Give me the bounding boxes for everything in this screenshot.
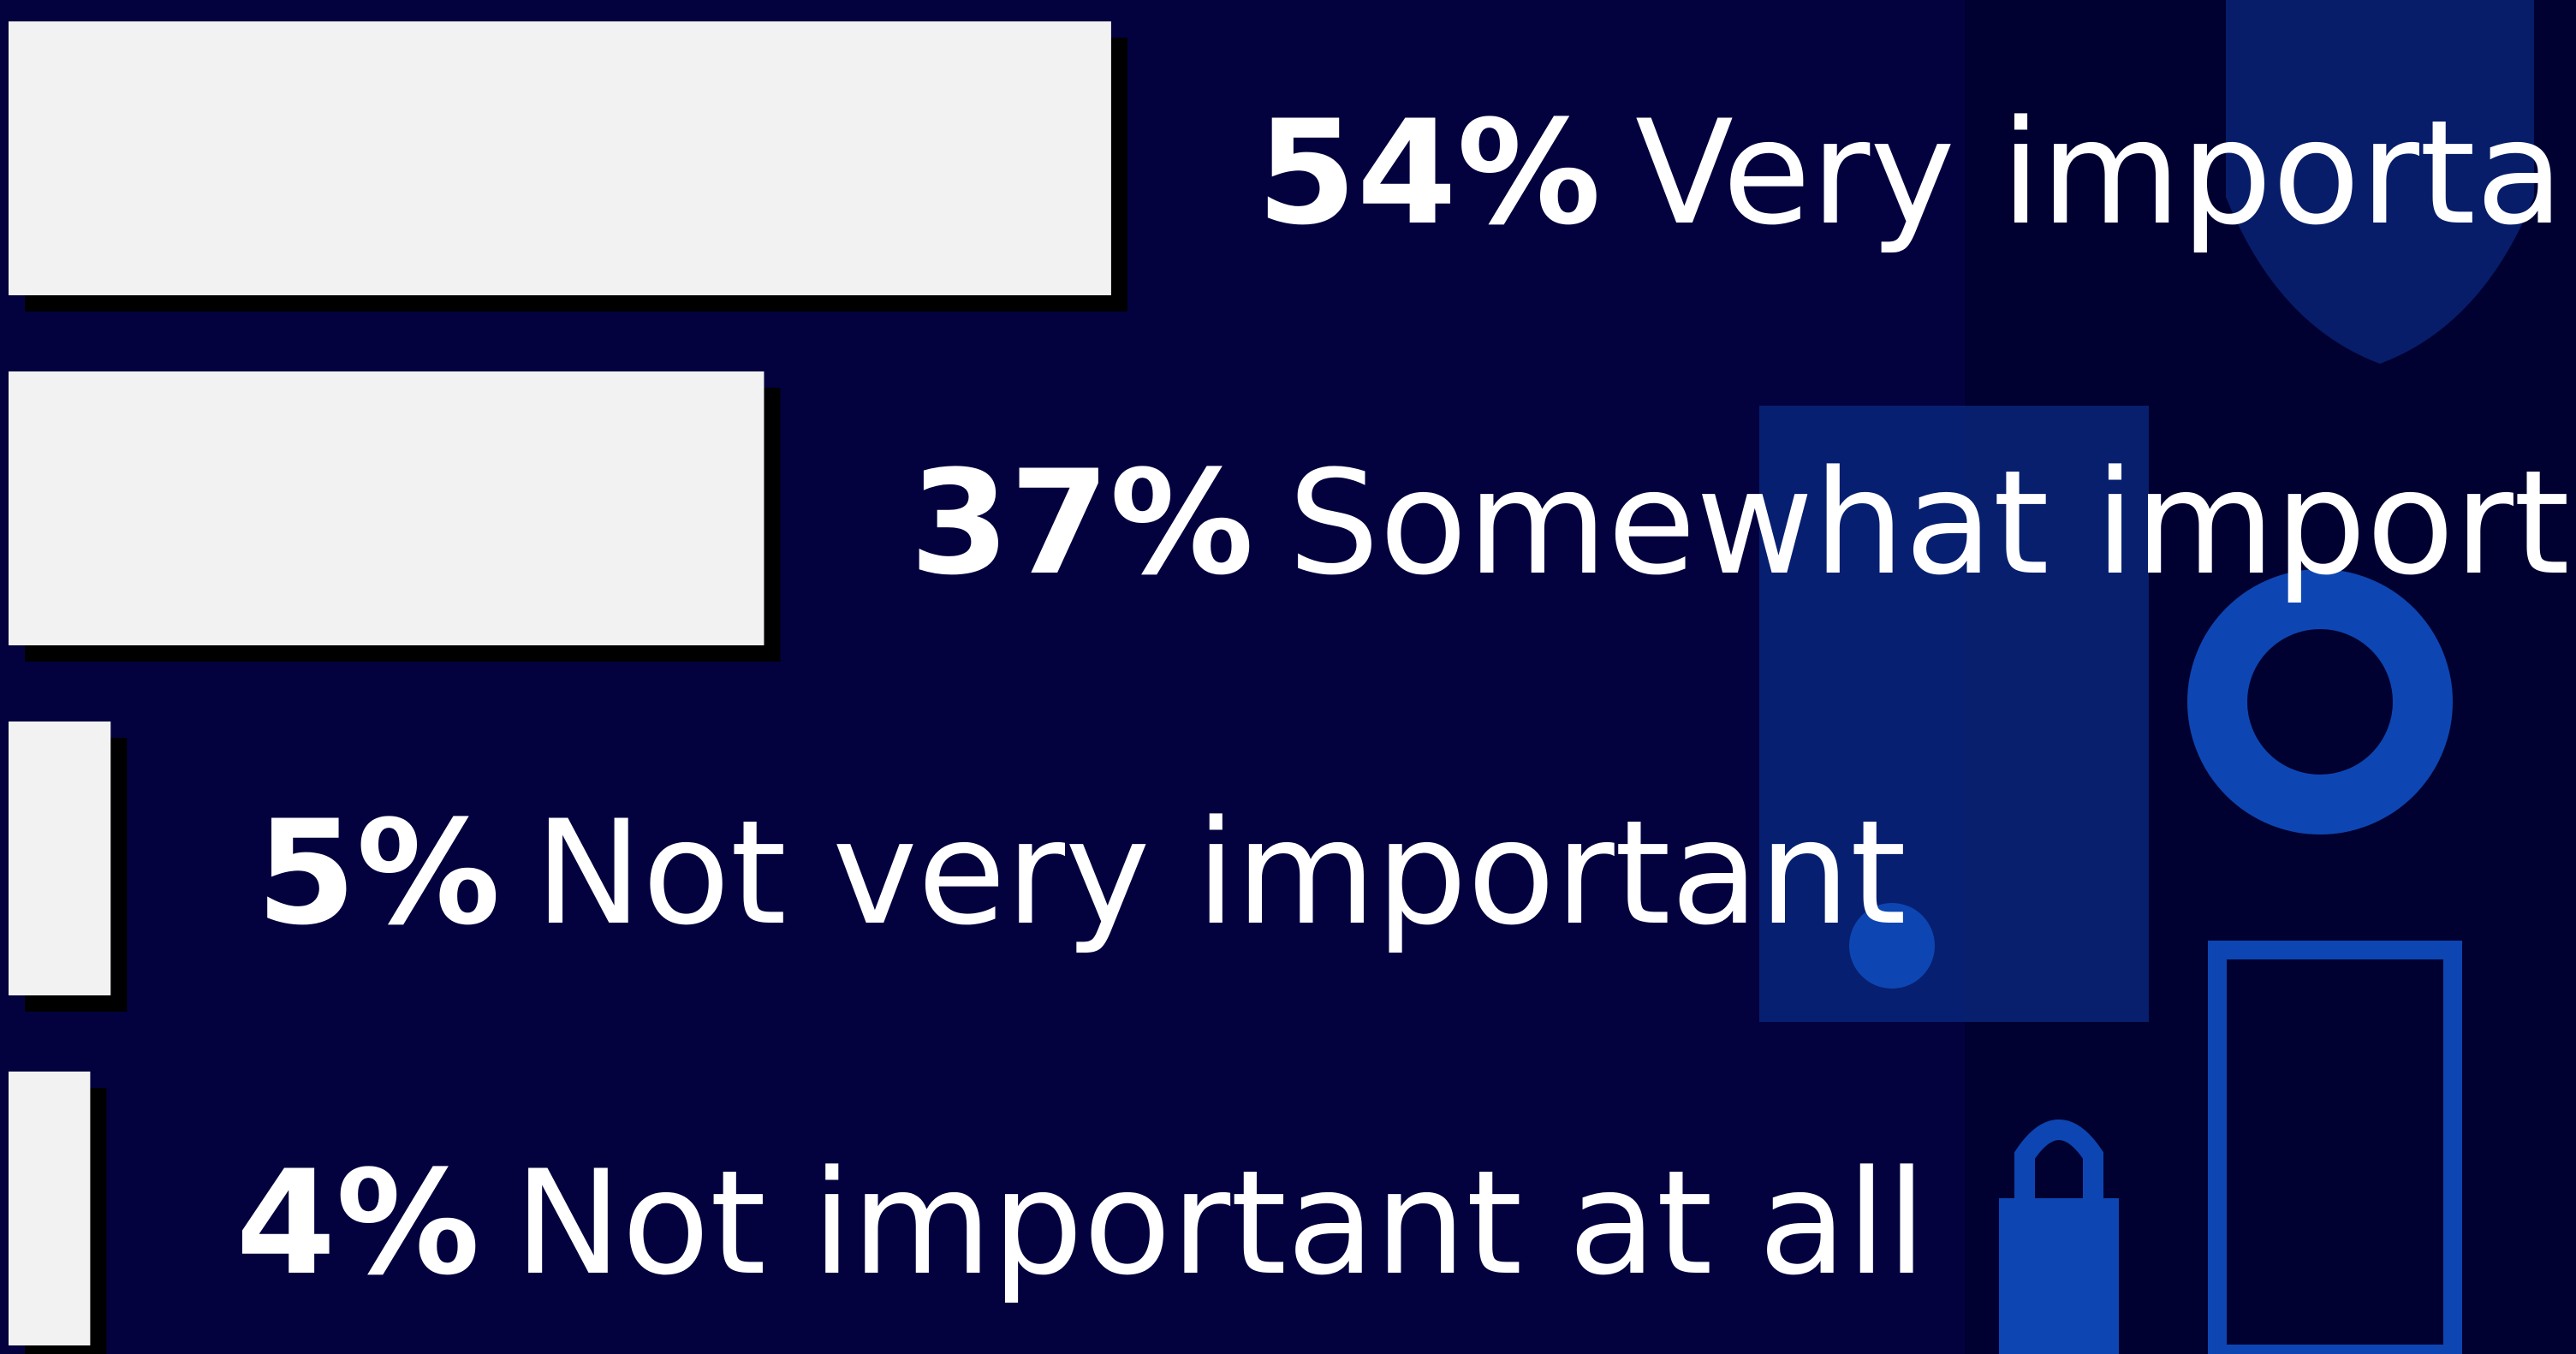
bar-label: 54%Very important bbox=[1257, 89, 2576, 257]
bar bbox=[9, 1072, 91, 1345]
category-label: Somewhat important bbox=[1288, 439, 2576, 607]
decor-knob bbox=[1849, 903, 1935, 989]
bar-label: 5% Not very important bbox=[256, 789, 1907, 957]
value-label: 4% bbox=[235, 1139, 479, 1307]
decor-gear bbox=[2187, 569, 2453, 834]
bar bbox=[9, 371, 764, 645]
category-label: Not very important bbox=[534, 789, 1906, 957]
decoration bbox=[1759, 0, 2576, 1354]
decor-lock bbox=[1999, 1198, 2119, 1354]
decor-shield bbox=[2226, 0, 2534, 364]
value-label: 37% bbox=[909, 439, 1253, 607]
bar-label: 37%Somewhat important bbox=[909, 439, 2576, 607]
bar-label: 4% Not important at all bbox=[235, 1139, 1926, 1307]
category-label: Very important bbox=[1635, 89, 2576, 257]
category-label: Not important at all bbox=[515, 1139, 1927, 1307]
value-label: 5% bbox=[256, 789, 500, 957]
decor-phone bbox=[2208, 941, 2462, 1354]
value-label: 54% bbox=[1257, 89, 1601, 257]
bar bbox=[9, 722, 111, 995]
bar bbox=[9, 21, 1111, 295]
decor-lock-shackle bbox=[2014, 1119, 2103, 1198]
decor-door bbox=[1759, 406, 2149, 1022]
